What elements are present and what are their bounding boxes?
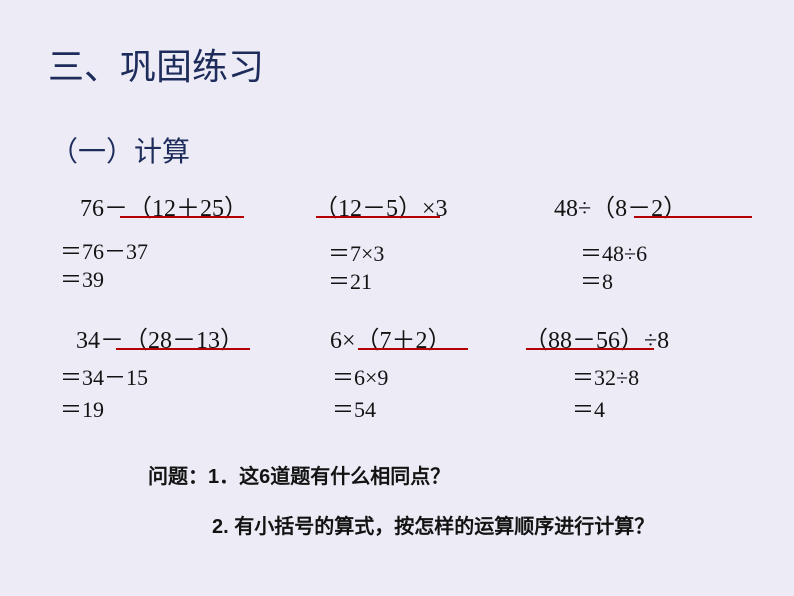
math-expression: ＝34－15: [60, 360, 148, 392]
question-text: 问题：1．这6道题有什么相同点？: [148, 460, 450, 489]
underline-mark: [316, 216, 440, 218]
underline-mark: [116, 348, 250, 350]
underline-mark: [526, 348, 654, 350]
underline-mark: [358, 348, 468, 350]
math-expression: ＝8: [580, 264, 613, 296]
math-expression: ＝19: [60, 392, 104, 424]
math-expression: ＝39: [60, 262, 104, 294]
math-expression: ＝54: [332, 392, 376, 424]
math-expression: ＝6×9: [332, 360, 388, 392]
subsection-title: （一）计算: [50, 130, 190, 170]
question-text: 2. 有小括号的算式，按怎样的运算顺序进行计算？: [212, 510, 654, 539]
underline-mark: [120, 216, 244, 218]
math-expression: ＝32÷8: [572, 360, 639, 392]
math-expression: ＝21: [328, 264, 372, 296]
underline-mark: [634, 216, 752, 218]
math-expression: ＝4: [572, 392, 605, 424]
section-title: 三、巩固练习: [48, 38, 264, 90]
